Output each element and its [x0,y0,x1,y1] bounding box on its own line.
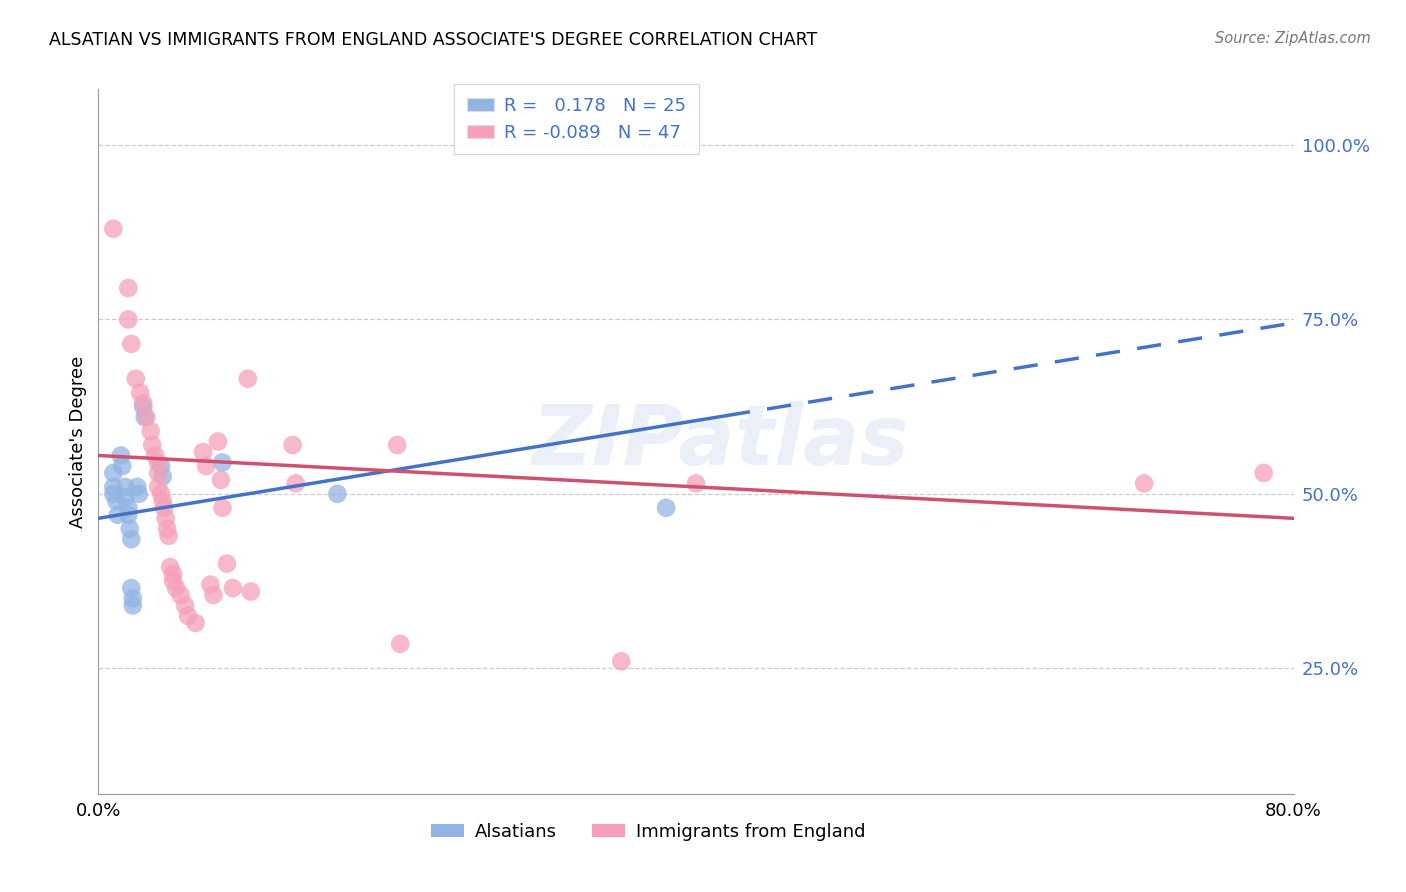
Point [326,487,349,501]
Point [385,438,409,452]
Point [121,599,143,613]
Text: Source: ZipAtlas.com: Source: ZipAtlas.com [1215,31,1371,46]
Point [209,473,232,487]
Point [143,449,166,463]
Point [110,449,132,463]
Point [174,599,197,613]
Point [211,455,233,469]
Point [152,469,174,483]
Point [284,476,307,491]
Point [610,654,633,668]
Point [211,500,233,515]
Point [132,396,155,410]
Point [111,458,134,473]
Point [148,455,170,469]
Point [162,567,184,582]
Point [156,522,179,536]
Point [191,445,214,459]
Point [222,581,245,595]
Point [121,591,143,606]
Point [685,476,707,491]
Point [117,281,139,295]
Point [141,438,163,452]
Legend: Alsatians, Immigrants from England: Alsatians, Immigrants from England [423,816,873,848]
Point [155,511,177,525]
Point [184,615,207,630]
Point [150,458,173,473]
Point [655,500,678,515]
Point [169,588,191,602]
Point [125,372,148,386]
Point [153,500,176,515]
Point [215,557,238,571]
Point [120,533,142,547]
Point [105,493,128,508]
Point [107,508,129,522]
Point [132,400,155,414]
Point [239,584,262,599]
Point [148,466,170,480]
Point [177,609,200,624]
Point [117,508,139,522]
Point [103,466,125,480]
Point [1253,466,1275,480]
Point [135,410,157,425]
Point [150,487,173,501]
Point [195,458,218,473]
Point [103,487,125,501]
Point [117,500,139,515]
Point [120,336,142,351]
Point [159,560,181,574]
Point [165,581,187,595]
Point [128,487,150,501]
Point [1133,476,1156,491]
Point [114,480,136,494]
Point [134,410,156,425]
Point [148,480,170,494]
Point [202,588,225,602]
Text: ZIPatlas: ZIPatlas [531,401,908,482]
Point [139,424,162,438]
Point [103,221,125,235]
Point [118,522,141,536]
Point [103,480,125,494]
Point [236,372,259,386]
Point [157,529,180,543]
Point [117,312,139,326]
Point [389,637,412,651]
Point [129,385,152,400]
Point [127,480,149,494]
Point [207,434,229,449]
Point [114,491,136,505]
Point [162,574,184,588]
Point [120,581,142,595]
Point [200,577,222,591]
Y-axis label: Associate's Degree: Associate's Degree [69,355,87,528]
Point [152,493,174,508]
Point [281,438,304,452]
Text: ALSATIAN VS IMMIGRANTS FROM ENGLAND ASSOCIATE'S DEGREE CORRELATION CHART: ALSATIAN VS IMMIGRANTS FROM ENGLAND ASSO… [49,31,817,49]
